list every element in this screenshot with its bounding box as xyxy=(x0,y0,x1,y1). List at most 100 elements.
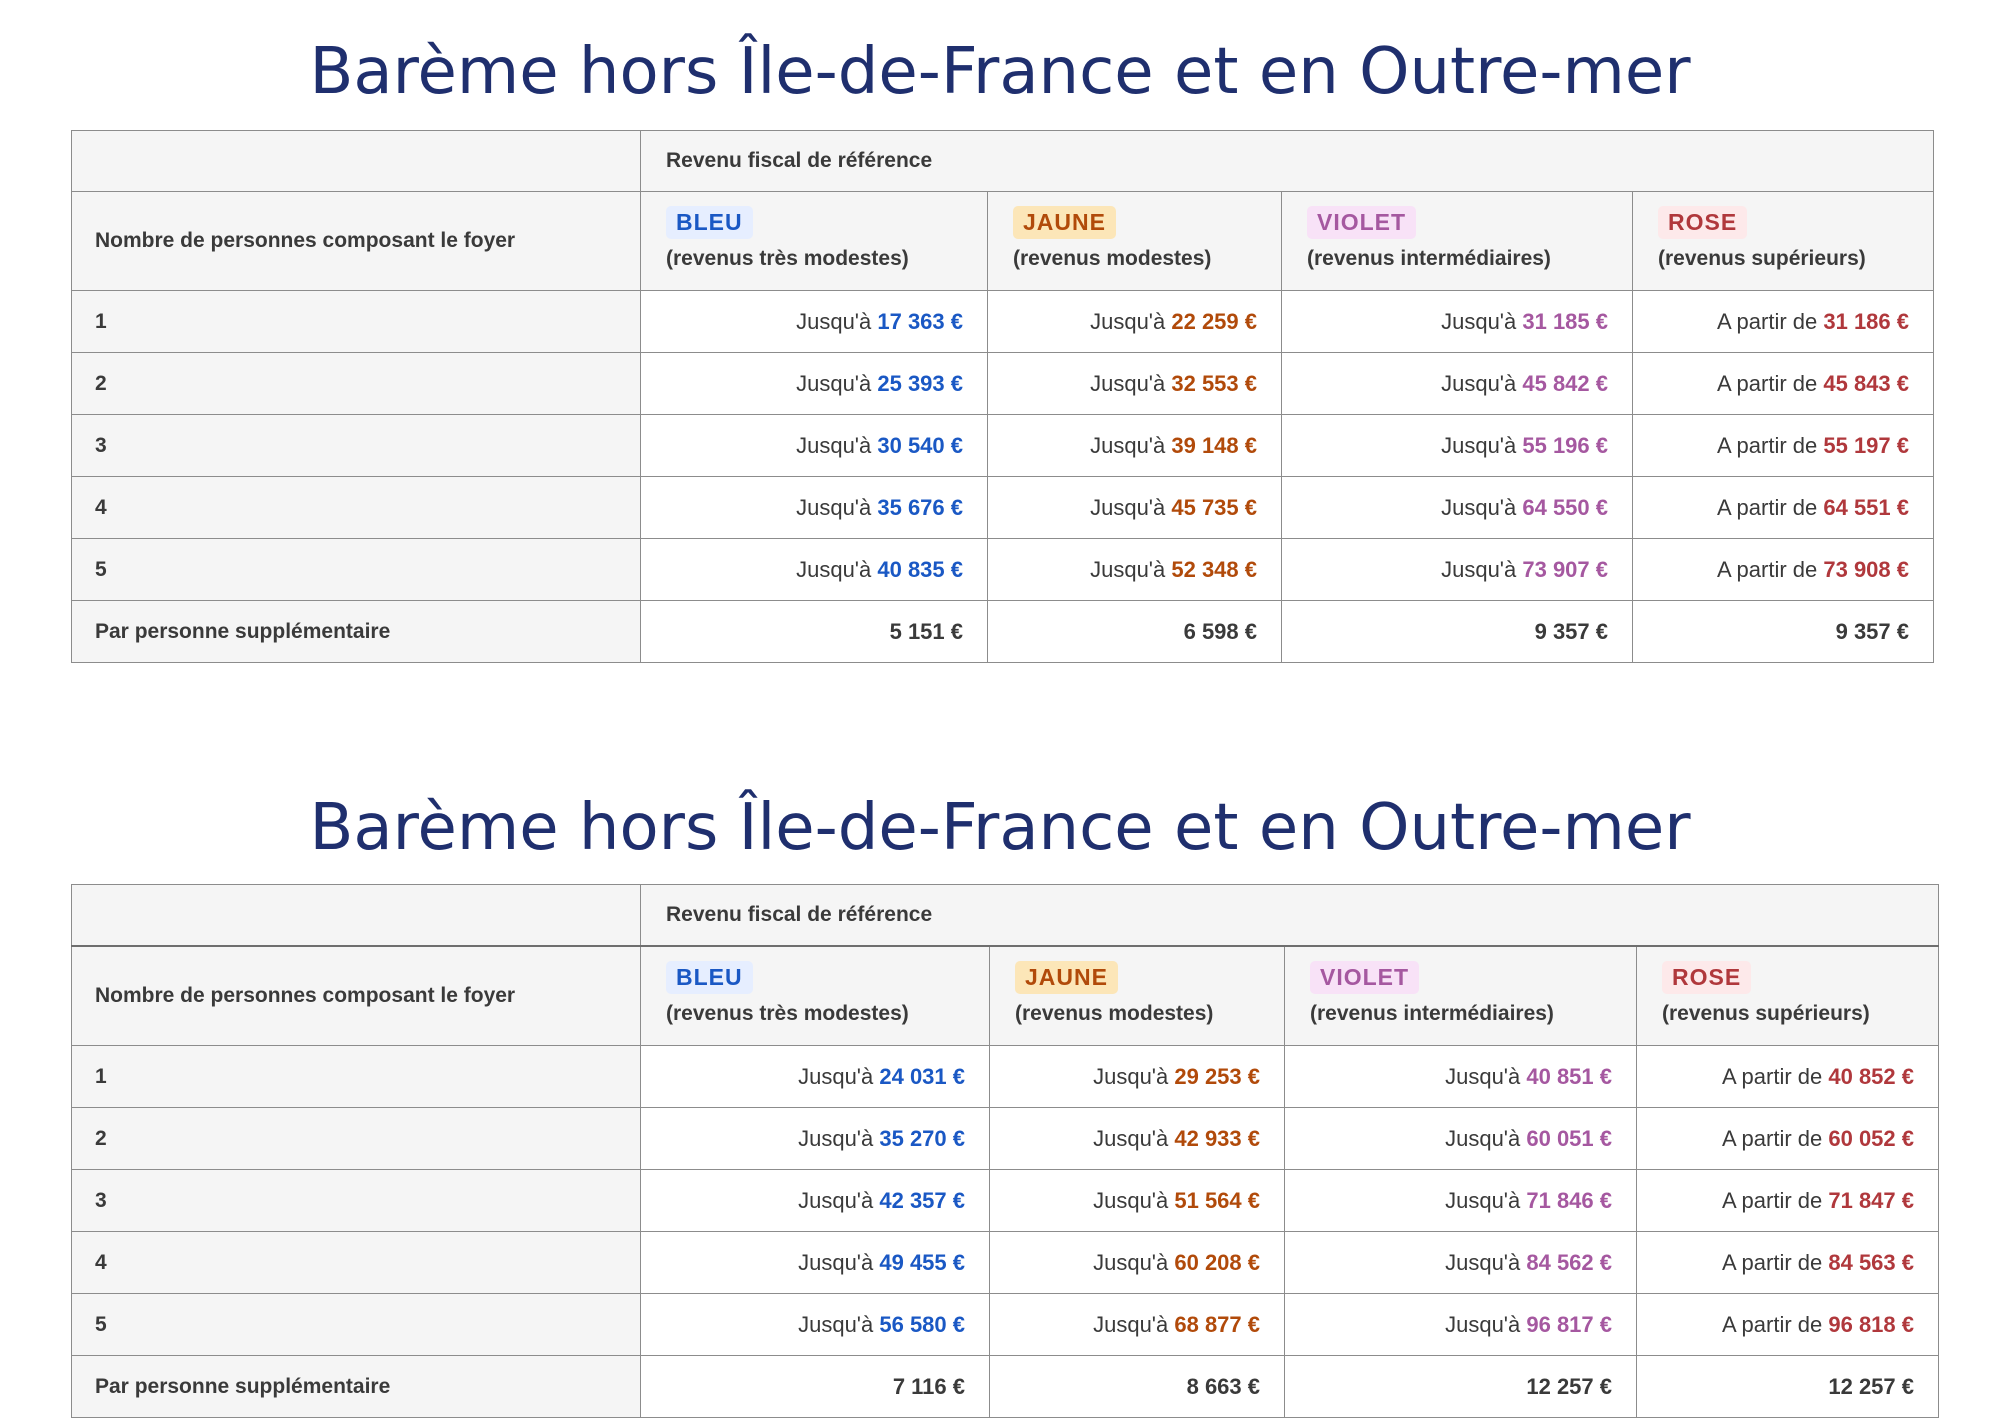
cell-value: 56 580 € xyxy=(879,1311,965,1337)
cell-value: 96 818 € xyxy=(1828,1311,1914,1337)
cell-prefix: Jusqu'à xyxy=(1441,370,1523,396)
cell-violet: Jusqu'à 96 817 € xyxy=(1284,1293,1637,1356)
cell-prefix: A partir de xyxy=(1716,494,1824,520)
cell-value: 51 564 € xyxy=(1174,1187,1260,1213)
cell-prefix: Jusqu'à xyxy=(1090,370,1172,396)
sub-rose: (revenus supérieurs) xyxy=(1658,247,1866,270)
cell-value: 52 348 € xyxy=(1171,556,1257,582)
cell-prefix: Jusqu'à xyxy=(798,1125,880,1151)
header-nombre-personnes: Nombre de personnes composant le foyer xyxy=(71,191,641,291)
cell-extra-rose: 12 257 € xyxy=(1636,1355,1939,1418)
header-row-group: Revenu fiscal de référence xyxy=(71,884,1939,947)
cell-prefix: Jusqu'à xyxy=(796,494,878,520)
sub-jaune: (revenus modestes) xyxy=(1015,1002,1214,1025)
cell-prefix: Jusqu'à xyxy=(1090,556,1172,582)
cell-prefix: Jusqu'à xyxy=(1441,308,1523,334)
cell-rose: A partir de 64 551 € xyxy=(1632,476,1934,539)
cell-value: 40 852 € xyxy=(1828,1063,1914,1089)
cell-value: 12 257 € xyxy=(1526,1373,1612,1399)
cell-value: 35 270 € xyxy=(879,1125,965,1151)
row-label: 5 xyxy=(71,1293,641,1356)
cell-prefix: Jusqu'à xyxy=(1090,494,1172,520)
page-title: Barème hors Île-de-France et en Outre-me… xyxy=(309,35,1691,109)
cell-prefix: Jusqu'à xyxy=(1090,308,1172,334)
cell-extra-bleu: 7 116 € xyxy=(640,1355,990,1418)
table-row: 1 Jusqu'à 17 363 € Jusqu'à 22 259 € Jusq… xyxy=(71,290,1934,353)
cell-value: 30 540 € xyxy=(877,432,963,458)
cell-value: 64 551 € xyxy=(1823,494,1909,520)
cell-violet: Jusqu'à 64 550 € xyxy=(1281,476,1633,539)
cell-value: 96 817 € xyxy=(1526,1311,1612,1337)
table-row: 4 Jusqu'à 35 676 € Jusqu'à 45 735 € Jusq… xyxy=(71,476,1934,539)
header-revenu-fiscal: Revenu fiscal de référence xyxy=(640,884,1939,947)
row-label-extra: Par personne supplémentaire xyxy=(71,600,641,663)
table-row-extra: Par personne supplémentaire 5 151 € 6 59… xyxy=(71,600,1934,663)
cell-value: 71 847 € xyxy=(1828,1187,1914,1213)
cell-value: 71 846 € xyxy=(1526,1187,1612,1213)
header-rose: ROSE (revenus supérieurs) xyxy=(1632,191,1934,291)
cell-prefix: Jusqu'à xyxy=(1093,1187,1175,1213)
cell-value: 7 116 € xyxy=(892,1373,965,1399)
cell-prefix: Jusqu'à xyxy=(796,432,878,458)
badge-rose: ROSE xyxy=(1662,961,1752,994)
row-label: 3 xyxy=(71,414,641,477)
page-title: Barème hors Île-de-France et en Outre-me… xyxy=(309,791,1691,865)
cell-value: 73 907 € xyxy=(1522,556,1608,582)
table-row: 1 Jusqu'à 24 031 € Jusqu'à 29 253 € Jusq… xyxy=(71,1045,1939,1108)
cell-value: 40 851 € xyxy=(1526,1063,1612,1089)
cell-jaune: Jusqu'à 45 735 € xyxy=(987,476,1282,539)
cell-value: 29 253 € xyxy=(1174,1063,1260,1089)
header-bleu: BLEU (revenus très modestes) xyxy=(640,191,988,291)
cell-rose: A partir de 45 843 € xyxy=(1632,352,1934,415)
table-row: 5 Jusqu'à 40 835 € Jusqu'à 52 348 € Jusq… xyxy=(71,538,1934,601)
cell-violet: Jusqu'à 71 846 € xyxy=(1284,1169,1637,1232)
cell-value: 24 031 € xyxy=(879,1063,965,1089)
header-empty-cell xyxy=(71,884,641,947)
cell-prefix: Jusqu'à xyxy=(1445,1125,1527,1151)
row-label: 3 xyxy=(71,1169,641,1232)
row-label: 2 xyxy=(71,1107,641,1170)
table-row: 5 Jusqu'à 56 580 € Jusqu'à 68 877 € Jusq… xyxy=(71,1293,1939,1356)
cell-prefix: A partir de xyxy=(1721,1125,1829,1151)
cell-value: 55 197 € xyxy=(1823,432,1909,458)
cell-jaune: Jusqu'à 32 553 € xyxy=(987,352,1282,415)
cell-value: 31 186 € xyxy=(1823,308,1909,334)
cell-jaune: Jusqu'à 52 348 € xyxy=(987,538,1282,601)
header-rose: ROSE (revenus supérieurs) xyxy=(1636,945,1939,1046)
cell-value: 42 357 € xyxy=(879,1187,965,1213)
header-violet: VIOLET (revenus intermédiaires) xyxy=(1281,191,1633,291)
badge-rose: ROSE xyxy=(1658,206,1748,239)
cell-value: 84 563 € xyxy=(1828,1249,1914,1275)
cell-value: 60 051 € xyxy=(1526,1125,1612,1151)
cell-jaune: Jusqu'à 39 148 € xyxy=(987,414,1282,477)
table-row-extra: Par personne supplémentaire 7 116 € 8 66… xyxy=(71,1355,1939,1418)
badge-violet: VIOLET xyxy=(1307,206,1417,239)
cell-prefix: Jusqu'à xyxy=(1090,432,1172,458)
cell-bleu: Jusqu'à 17 363 € xyxy=(640,290,988,353)
cell-bleu: Jusqu'à 35 676 € xyxy=(640,476,988,539)
row-label: 2 xyxy=(71,352,641,415)
header-empty-cell xyxy=(71,130,641,192)
cell-value: 8 663 € xyxy=(1186,1373,1260,1399)
cell-value: 17 363 € xyxy=(877,308,963,334)
cell-rose: A partir de 40 852 € xyxy=(1636,1045,1939,1108)
cell-value: 9 357 € xyxy=(1835,618,1909,644)
table-row: 3 Jusqu'à 30 540 € Jusqu'à 39 148 € Jusq… xyxy=(71,414,1934,477)
row-label: 4 xyxy=(71,1231,641,1294)
cell-value: 25 393 € xyxy=(877,370,963,396)
header-revenu-fiscal: Revenu fiscal de référence xyxy=(640,130,1934,192)
cell-prefix: A partir de xyxy=(1721,1063,1829,1089)
cell-jaune: Jusqu'à 60 208 € xyxy=(989,1231,1285,1294)
badge-bleu: BLEU xyxy=(666,206,753,239)
header-row-categories: Nombre de personnes composant le foyer B… xyxy=(71,191,1934,291)
header-row-categories: Nombre de personnes composant le foyer B… xyxy=(71,945,1939,1046)
cell-value: 42 933 € xyxy=(1174,1125,1260,1151)
cell-prefix: Jusqu'à xyxy=(796,556,878,582)
cell-value: 40 835 € xyxy=(877,556,963,582)
cell-prefix: A partir de xyxy=(1716,556,1824,582)
cell-prefix: Jusqu'à xyxy=(796,370,878,396)
sub-violet: (revenus intermédiaires) xyxy=(1310,1002,1554,1025)
badge-jaune: JAUNE xyxy=(1015,961,1118,994)
cell-jaune: Jusqu'à 51 564 € xyxy=(989,1169,1285,1232)
cell-extra-jaune: 8 663 € xyxy=(989,1355,1285,1418)
